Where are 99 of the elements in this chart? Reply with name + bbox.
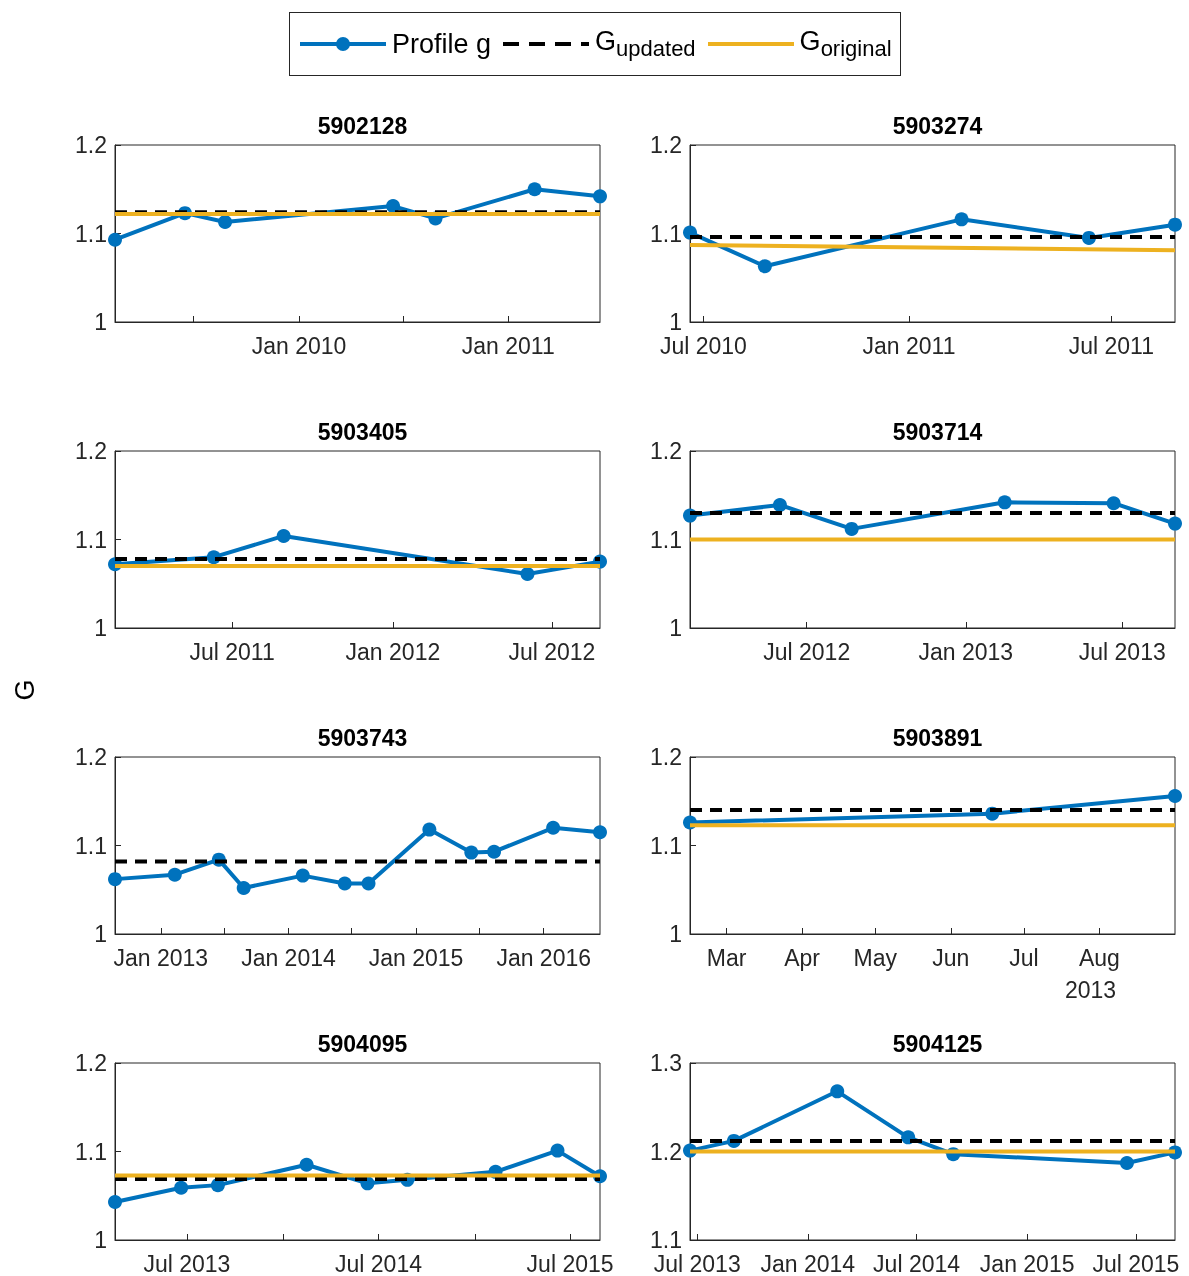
x-tick-label: Jan 2011 xyxy=(461,332,555,359)
x-tick-label: Jul 2013 xyxy=(143,1250,231,1276)
y-tick-label: 1 xyxy=(94,921,107,947)
point xyxy=(174,1180,189,1195)
point xyxy=(108,872,122,887)
y-tick-label: 1.2 xyxy=(650,744,682,770)
point xyxy=(108,1194,122,1209)
point xyxy=(167,867,182,882)
chart-title: 5902128 xyxy=(317,112,408,139)
x-tick-label: Jul 2015 xyxy=(526,1250,614,1276)
chart-title: 5903405 xyxy=(317,418,408,445)
y-tick-label: 1.2 xyxy=(75,1050,107,1076)
point xyxy=(954,212,969,227)
point xyxy=(295,868,310,883)
y-tick-label: 1 xyxy=(669,921,682,947)
y-tick-label: 1 xyxy=(94,1227,107,1253)
chart-title: 5903743 xyxy=(317,724,408,751)
x-tick-label: Apr xyxy=(784,944,821,971)
y-tick-label: 1 xyxy=(669,309,682,335)
point xyxy=(1119,1156,1134,1170)
x-tick-label: Jan 2010 xyxy=(251,332,347,359)
point xyxy=(487,844,502,859)
y-tick-label: 1.1 xyxy=(75,220,107,247)
y-tick-label: 1.2 xyxy=(650,132,682,158)
chart-title: 5903274 xyxy=(892,112,983,139)
chart-title: 5903714 xyxy=(892,418,983,445)
y-axis-title: G xyxy=(10,679,40,701)
x-tick-label: Jul xyxy=(1009,944,1039,971)
x-tick-label: Jul 2012 xyxy=(508,638,596,665)
legend-label: G$_{updated}$ xyxy=(595,25,696,63)
point xyxy=(386,199,401,214)
x-tick-label: Jan 2011 xyxy=(862,332,956,359)
point xyxy=(550,1143,565,1158)
point xyxy=(593,825,607,840)
point xyxy=(593,189,607,204)
point xyxy=(422,822,437,837)
point xyxy=(1168,788,1182,803)
legend-label: Profile g xyxy=(392,28,492,60)
point xyxy=(997,495,1012,510)
point xyxy=(1168,516,1182,531)
point xyxy=(757,259,772,274)
y-tick-label: 1 xyxy=(94,615,107,641)
point xyxy=(108,232,122,247)
y-tick-label: 1.1 xyxy=(75,526,107,553)
point xyxy=(337,876,352,891)
x-tick-label: Jan 2016 xyxy=(496,944,592,971)
point xyxy=(276,528,291,543)
y-tick-label: 1.1 xyxy=(650,220,682,247)
chart-title: 5903891 xyxy=(892,724,983,751)
y-tick-label: 1.1 xyxy=(75,1138,107,1165)
point xyxy=(1168,217,1182,232)
y-tick-label: 1.1 xyxy=(650,1227,682,1253)
y-tick-label: 1.2 xyxy=(75,132,107,158)
x-tick-label: Jul 2014 xyxy=(873,1250,961,1276)
x-tick-label: Jan 2015 xyxy=(368,944,464,971)
x-tick-label: Aug xyxy=(1078,944,1120,971)
point xyxy=(299,1157,314,1172)
legend-label: G$_{original}$ xyxy=(799,25,892,63)
x-tick-label: Jan 2013 xyxy=(918,638,1014,665)
x-tick-label: Jul 2010 xyxy=(659,332,747,359)
text: 2013 xyxy=(1065,976,1117,1003)
point xyxy=(527,182,542,197)
chart-title: 5904125 xyxy=(892,1030,983,1057)
point xyxy=(772,497,787,512)
x-tick-label: Jul 2013 xyxy=(1078,638,1166,665)
point xyxy=(464,845,479,860)
x-tick-label: Mar xyxy=(706,944,747,971)
x-tick-label: Jul 2014 xyxy=(335,1250,423,1276)
x-tick-label: Jun xyxy=(932,944,970,971)
point xyxy=(520,567,535,582)
y-tick-label: 1.1 xyxy=(75,832,107,859)
x-tick-label: Jan 2015 xyxy=(979,1250,1075,1276)
y-tick-label: 1.2 xyxy=(75,438,107,464)
x-tick-label: Jul 2012 xyxy=(763,638,851,665)
x-tick-label: Jul 2015 xyxy=(1092,1250,1180,1276)
y-tick-label: 1.2 xyxy=(75,744,107,770)
y-tick-label: 1 xyxy=(94,309,107,335)
y-tick-label: 1.2 xyxy=(650,1138,682,1165)
x-tick-label: Jan 2014 xyxy=(760,1250,856,1276)
x-tick-label: Jan 2012 xyxy=(345,638,441,665)
y-tick-label: 1.3 xyxy=(650,1050,682,1076)
x-tick-label: Jul 2011 xyxy=(1068,332,1154,359)
point xyxy=(546,820,561,835)
x-tick-label: Jul 2011 xyxy=(189,638,275,665)
point xyxy=(218,215,233,229)
y-tick-label: 1.2 xyxy=(650,438,682,464)
point xyxy=(236,880,251,895)
x-tick-label: May xyxy=(853,944,898,971)
y-tick-label: 1.1 xyxy=(650,526,682,553)
x-tick-label: Jul 2013 xyxy=(653,1250,741,1276)
point xyxy=(361,876,376,891)
x-tick-label: Jan 2013 xyxy=(113,944,209,971)
chart-title: 5904095 xyxy=(317,1030,408,1057)
point xyxy=(830,1084,845,1099)
x-tick-label: Jan 2014 xyxy=(241,944,336,971)
point xyxy=(1106,496,1121,511)
y-tick-label: 1.1 xyxy=(650,832,682,859)
y-tick-label: 1 xyxy=(669,615,682,641)
point xyxy=(844,521,859,536)
